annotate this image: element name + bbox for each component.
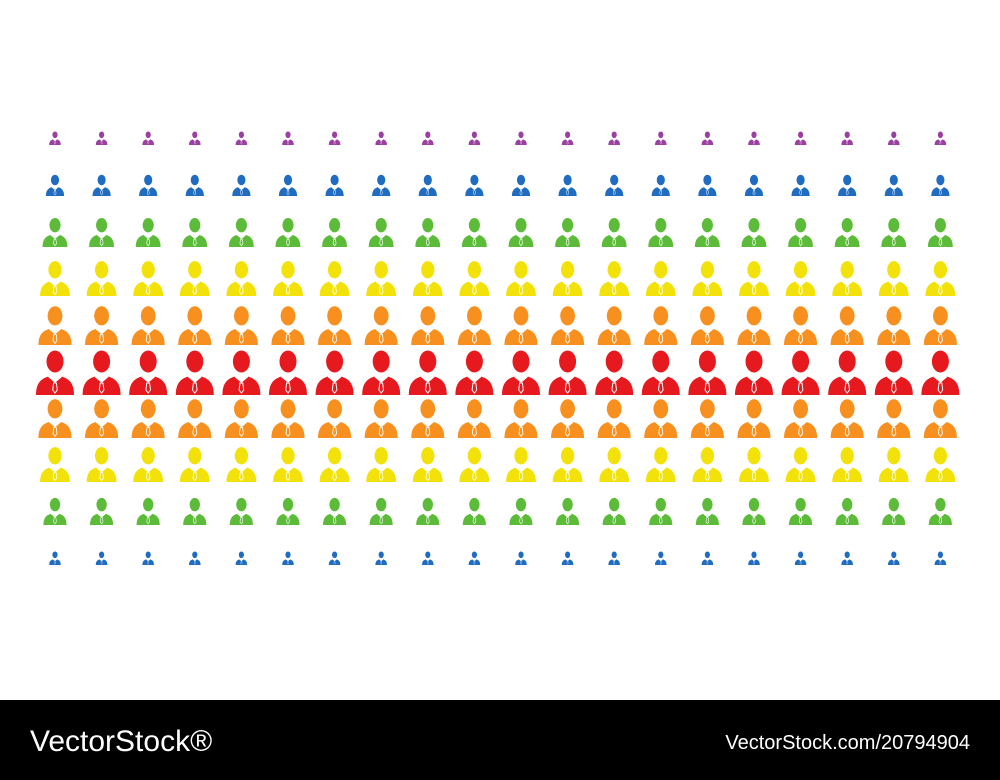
background: [0, 0, 1000, 700]
image-url: VectorStock.com/20794904: [725, 732, 970, 754]
brand: VectorStock®: [30, 725, 212, 758]
footer-bar: [0, 700, 1000, 780]
